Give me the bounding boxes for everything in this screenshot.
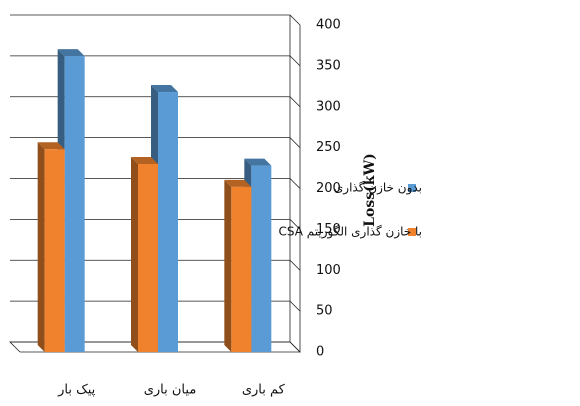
bar: [231, 186, 252, 352]
x-tick-label: پیک بار: [57, 383, 96, 398]
grid-line: [10, 259, 301, 271]
y-tick-label: 0: [316, 345, 324, 360]
y-tick-label: 150: [316, 222, 341, 237]
bar-top: [37, 142, 65, 150]
y-tick-label: 50: [316, 304, 333, 319]
legend-swatch: [408, 228, 416, 236]
x-tick-label: کم باری: [242, 383, 286, 398]
bar: [138, 163, 158, 352]
legend-swatch: [408, 184, 416, 192]
bar-top: [151, 85, 178, 93]
grid-line: [10, 178, 301, 189]
y-tick-label: 100: [316, 263, 341, 278]
grid-line: [10, 300, 301, 312]
grid-line: [10, 14, 301, 26]
bar-top: [224, 179, 252, 187]
y-tick-label: 400: [316, 18, 341, 33]
y-axis-label: Loss(kW): [362, 153, 378, 227]
y-tick-label: 200: [316, 181, 341, 196]
bar-side: [131, 156, 138, 352]
grid-line: [10, 55, 301, 67]
bar: [251, 165, 272, 352]
legend-label: با خازن گذاری الگوریتم CSA: [279, 225, 422, 240]
bar-side: [224, 179, 232, 352]
x-tick-label: میان باری: [144, 383, 197, 398]
y-tick-label: 350: [316, 58, 341, 73]
grid-line: [10, 218, 301, 230]
bar-top: [57, 49, 85, 57]
grid-line: [10, 341, 301, 353]
bar: [44, 149, 65, 352]
legend-label: بدون خازن گذاری: [334, 181, 422, 196]
y-tick-label: 250: [316, 140, 341, 155]
bar-top: [244, 158, 272, 166]
bar-side: [37, 142, 45, 352]
bar: [64, 56, 85, 352]
bar-top: [131, 156, 158, 164]
grid-line: [10, 137, 301, 148]
y-tick-label: 300: [316, 99, 341, 114]
bar: [158, 92, 178, 352]
grid-line: [10, 96, 301, 108]
